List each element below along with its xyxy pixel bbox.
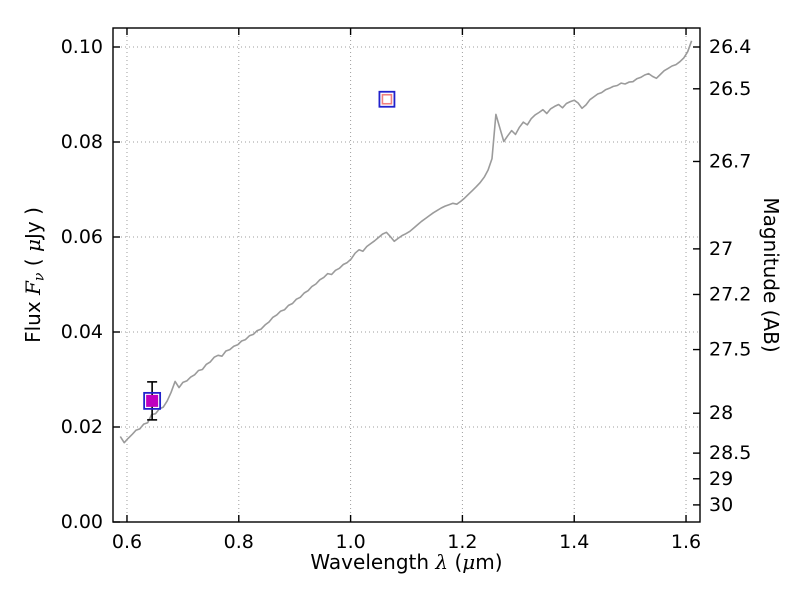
lambda-symbol: λ [435, 550, 449, 574]
svg-text:1.4: 1.4 [559, 531, 589, 553]
mu-symbol: μ [462, 550, 476, 574]
svg-text:0.06: 0.06 [61, 226, 103, 248]
svg-text:0.10: 0.10 [61, 36, 103, 58]
svg-text:29: 29 [709, 468, 733, 490]
svg-text:26.4: 26.4 [709, 36, 751, 58]
svg-text:0.04: 0.04 [61, 321, 103, 343]
svg-text:27: 27 [709, 238, 733, 260]
flux-symbol: F [20, 281, 45, 295]
y-label-text: Flux [20, 294, 45, 343]
svg-text:0.00: 0.00 [61, 511, 103, 533]
svg-text:0.8: 0.8 [224, 531, 254, 553]
svg-text:26.5: 26.5 [709, 78, 751, 100]
right-axis-label: Magnitude (AB) [759, 197, 783, 353]
svg-text:30: 30 [709, 494, 733, 516]
svg-text:27.5: 27.5 [709, 339, 751, 361]
svg-text:0.6: 0.6 [112, 531, 142, 553]
y-axis-label: Flux Fν ( μJy ) [20, 207, 48, 343]
mu-symbol: μ [20, 239, 45, 253]
svg-text:1.0: 1.0 [335, 531, 365, 553]
svg-text:0.02: 0.02 [61, 416, 103, 438]
nu-subscript: ν [31, 272, 48, 282]
x-axis-label: Wavelength λ (μm) [310, 550, 503, 574]
svg-text:1.6: 1.6 [671, 531, 701, 553]
x-label-text: Wavelength [310, 550, 436, 574]
svg-text:0.08: 0.08 [61, 131, 103, 153]
svg-text:1.2: 1.2 [447, 531, 477, 553]
svg-text:26.7: 26.7 [709, 150, 751, 172]
svg-text:28.5: 28.5 [709, 442, 751, 464]
svg-text:27.2: 27.2 [709, 283, 751, 305]
svg-text:28: 28 [709, 402, 733, 424]
